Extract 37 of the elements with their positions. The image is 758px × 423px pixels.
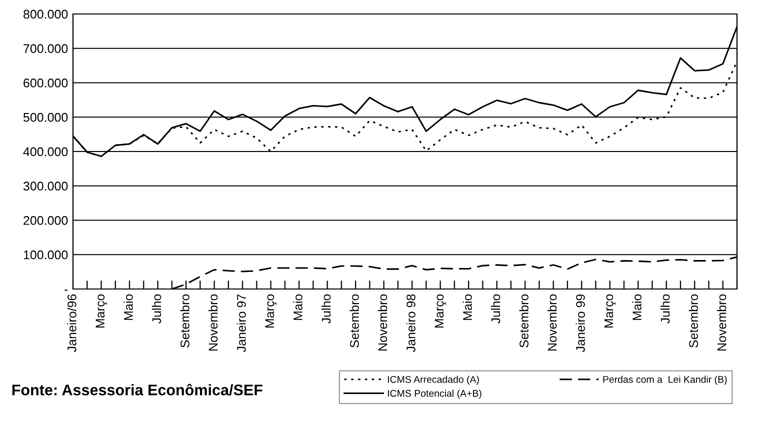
x-tick-label: Novembro: [548, 294, 557, 350]
source-note: Fonte: Assessoria Econômica/SEF: [12, 384, 262, 396]
x-tick-label: Julho: [491, 294, 500, 324]
x-tick-label: Setembro: [688, 294, 698, 348]
legend-label: ICMS Potencial (A+B): [388, 390, 482, 399]
y-tick-label: 600.000: [24, 78, 68, 88]
x-tick-label: Novembro: [378, 294, 388, 350]
x-tick-label: Setembro: [180, 294, 190, 348]
x-tick-label: Novembro: [208, 294, 218, 350]
y-tick-label: 700.000: [24, 44, 68, 54]
x-tick-label: Março: [434, 294, 446, 328]
x-tick-label: Janeiro 99: [576, 294, 585, 352]
x-tick-label: Janeiro/96: [67, 294, 76, 352]
x-tick-label: Julho: [152, 294, 162, 324]
legend-label: Perdas com a Lei Kandir (B): [603, 376, 727, 385]
x-tick-label: Julho: [321, 294, 331, 324]
x-tick-label: Maio: [124, 294, 133, 320]
y-tick-label: -: [64, 290, 68, 291]
y-tick-label: 800.000: [24, 10, 68, 19]
x-tick-label: Maio: [293, 294, 302, 320]
x-tick-label: Setembro: [519, 294, 528, 348]
legend-label: ICMS Arrecadado (A): [388, 376, 479, 385]
x-tick-label: Janeiro 98: [406, 294, 416, 352]
x-tick-label: Maio: [462, 294, 472, 320]
x-tick-label: Julho: [660, 294, 670, 324]
y-tick-label: 500.000: [23, 112, 68, 122]
y-tick-label: 100.000: [24, 250, 68, 260]
x-tick-label: Março: [604, 294, 616, 328]
x-tick-label: Novembro: [717, 294, 726, 350]
x-tick-label: Setembro: [350, 294, 359, 348]
x-tick-label: Janeiro 97: [236, 294, 246, 352]
x-tick-label: Março: [265, 294, 277, 328]
y-tick-label: 200.000: [24, 216, 68, 225]
x-tick-label: Março: [96, 294, 108, 328]
y-tick-label: 400.000: [23, 147, 68, 156]
x-tick-label: Maio: [632, 294, 642, 320]
y-tick-label: 300.000: [23, 182, 68, 191]
